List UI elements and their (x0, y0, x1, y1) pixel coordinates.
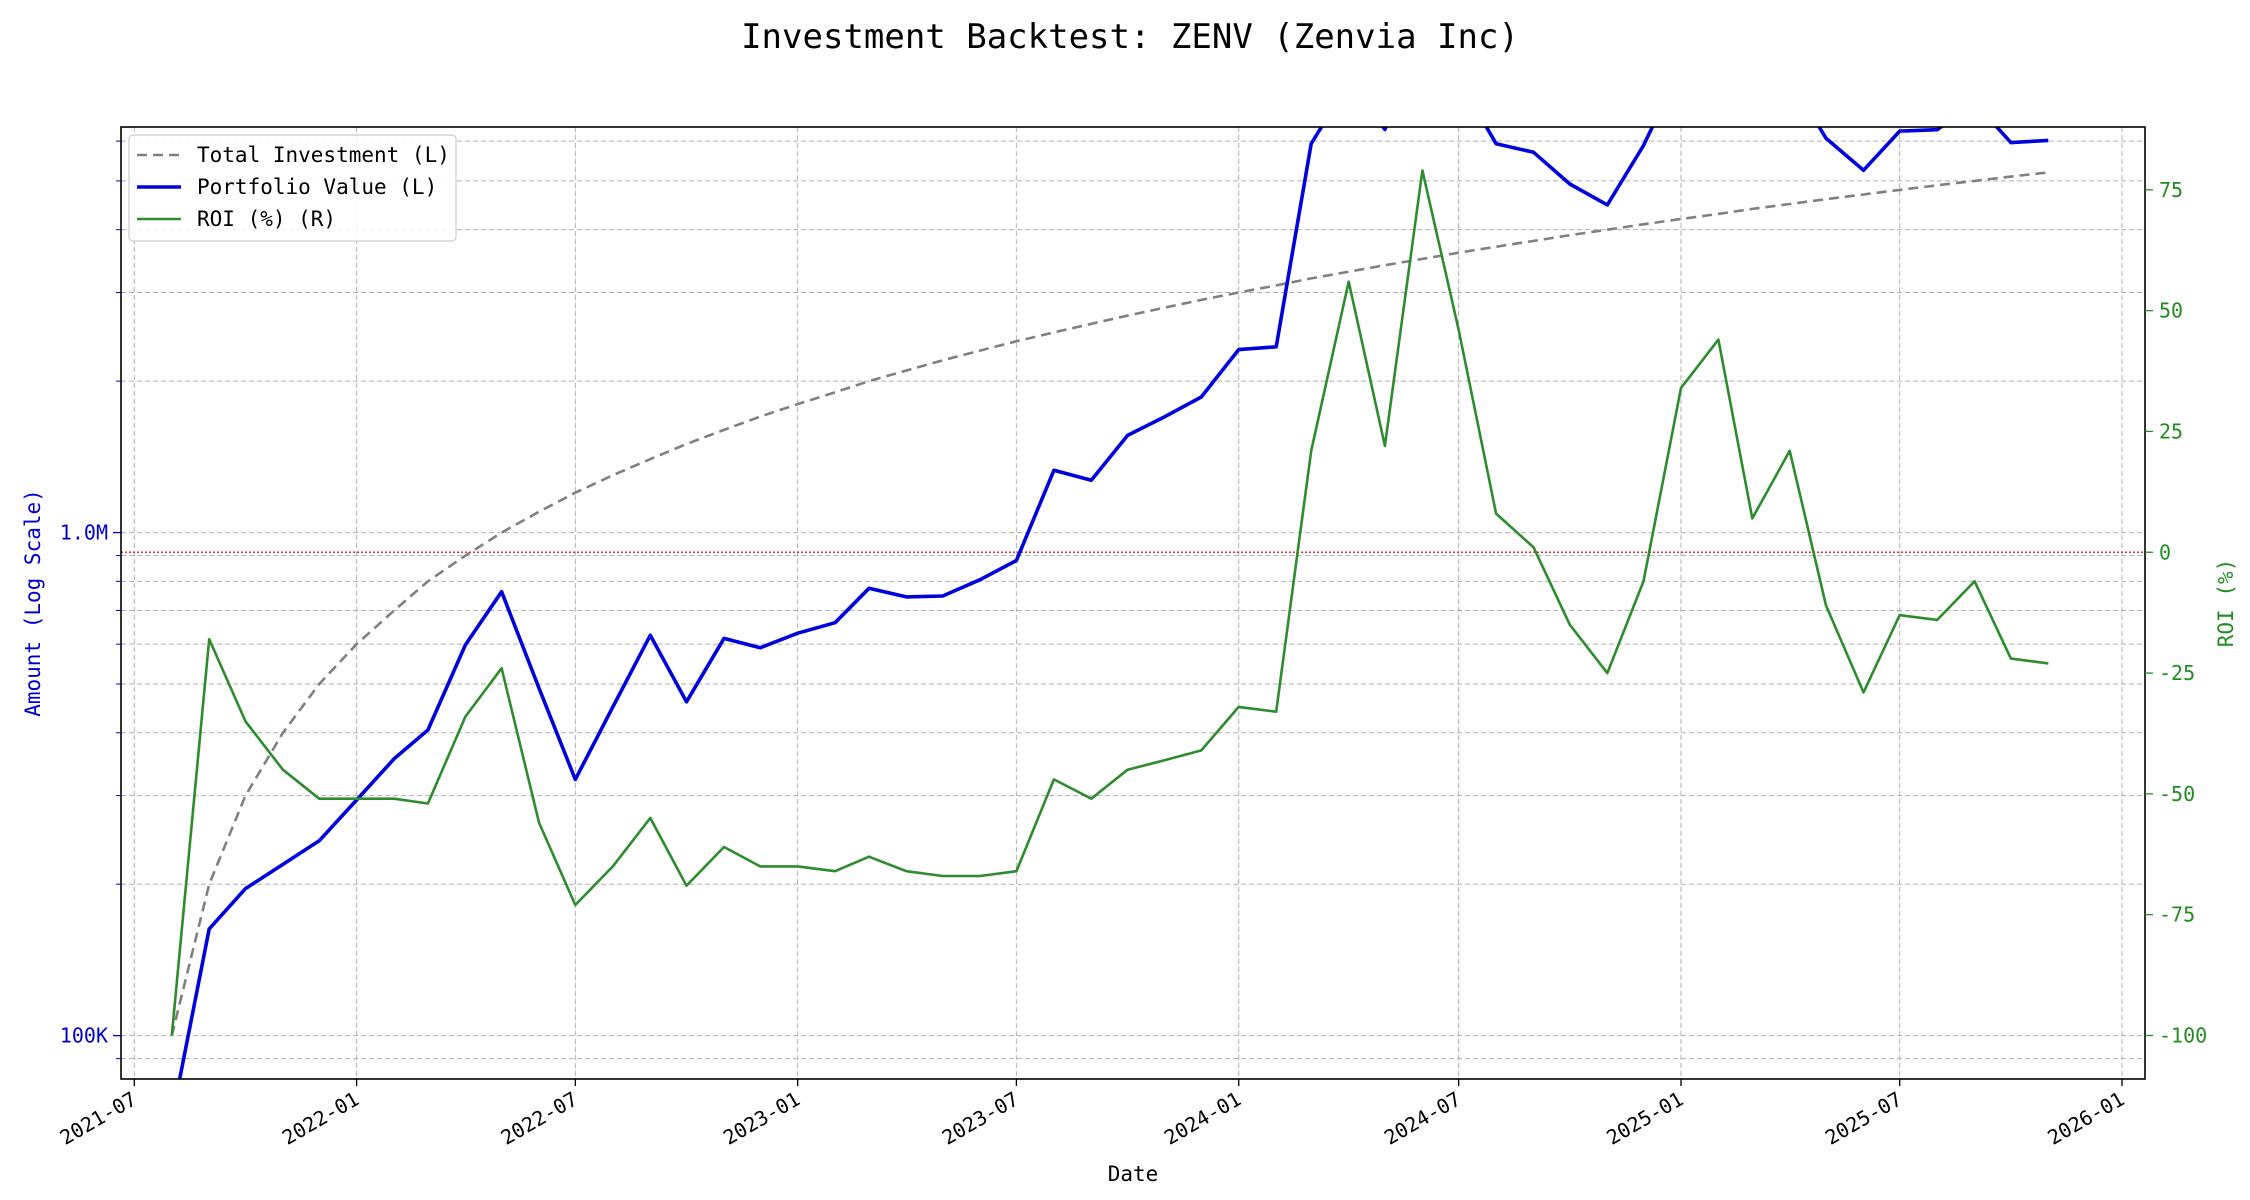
legend-label-roi: ROI (%) (R) (197, 207, 336, 231)
series-line-total-investment-l (170, 171, 2049, 1036)
y-left-tick-label-100k: 100K (60, 1024, 108, 1048)
x-axis-label: Date (1108, 1162, 1159, 1186)
legend-box (128, 134, 457, 242)
y-right-tick-label-75: 75 (2159, 178, 2183, 202)
series-line-roi-r (170, 169, 2049, 1036)
y-right-tick-label-50: 50 (2159, 299, 2183, 323)
series-line-portfolio-value-l (177, 127, 2049, 1079)
y-right-tick-label--100: -100 (2159, 1024, 2207, 1048)
grid (121, 127, 2145, 1079)
legend: Total Investment (L) Portfolio Value (L)… (128, 134, 457, 242)
y-axis-right-label: ROI (%) (2214, 559, 2238, 648)
series-layer (170, 127, 2049, 1079)
y-right-tick-label--25: -25 (2159, 661, 2195, 685)
chart-title: Investment Backtest: ZENV (Zenvia Inc) (741, 17, 1519, 57)
y-axis-left-label: Amount (Log Scale) (21, 489, 45, 717)
y-left-tick-label-1-0m: 1.0M (60, 521, 108, 545)
y-axis-left: 100K 1.0M (60, 140, 121, 1060)
y-right-tick-label-0: 0 (2159, 540, 2171, 564)
y-right-tick-label--50: -50 (2159, 782, 2195, 806)
plot-frame (120, 126, 2146, 1080)
y-right-tick-label-25: 25 (2159, 419, 2183, 443)
legend-label-total-investment: Total Investment (L) (197, 143, 450, 167)
y-axis-right: -100 -75 -50 -25 0 25 50 75 (2145, 178, 2207, 1048)
y-right-tick-label--75: -75 (2159, 903, 2195, 927)
legend-label-portfolio-value: Portfolio Value (L) (197, 175, 437, 199)
